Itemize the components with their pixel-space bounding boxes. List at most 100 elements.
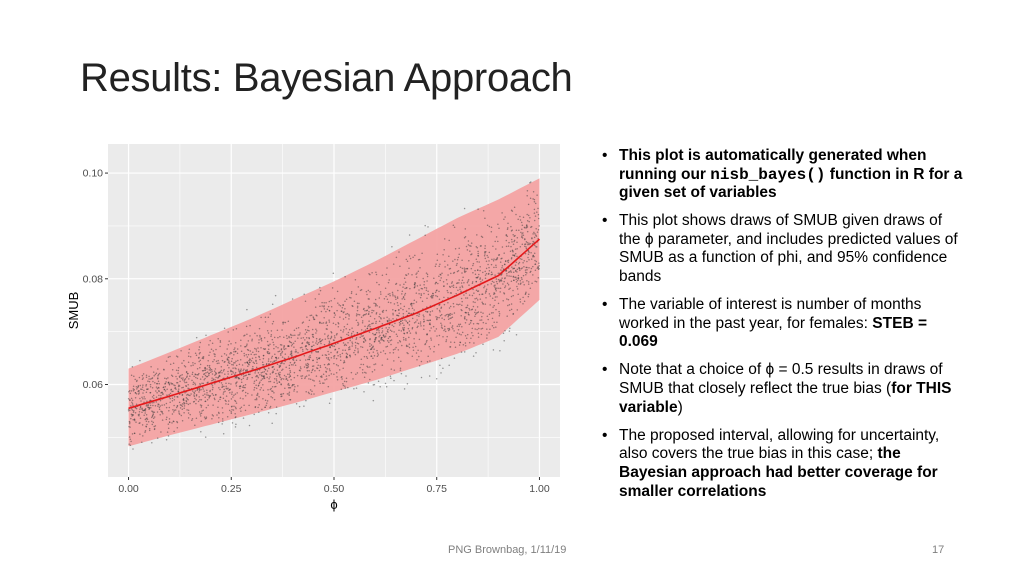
- data-point: [193, 395, 196, 397]
- data-point: [271, 303, 274, 306]
- data-point: [434, 330, 436, 332]
- data-point: [330, 331, 333, 334]
- data-point: [521, 267, 523, 269]
- data-point: [502, 283, 504, 285]
- data-point: [485, 260, 488, 263]
- data-point: [516, 236, 519, 239]
- data-point: [363, 390, 365, 393]
- data-point: [181, 420, 184, 422]
- data-point: [402, 327, 404, 329]
- data-point: [386, 316, 388, 318]
- data-point: [418, 289, 420, 291]
- data-point: [239, 358, 242, 361]
- data-point: [403, 324, 405, 326]
- data-point: [234, 367, 236, 369]
- data-point: [167, 423, 170, 425]
- data-point: [218, 362, 220, 364]
- data-point: [168, 382, 171, 385]
- data-point: [208, 369, 211, 371]
- data-point: [387, 301, 390, 303]
- data-point: [439, 364, 441, 367]
- data-point: [139, 359, 141, 362]
- data-point: [372, 345, 374, 348]
- data-point: [366, 349, 369, 351]
- data-point: [271, 338, 274, 341]
- data-point: [535, 235, 538, 237]
- data-point: [211, 377, 213, 379]
- data-point: [333, 354, 336, 357]
- data-point: [235, 407, 237, 410]
- data-point: [495, 290, 497, 292]
- data-point: [409, 332, 412, 334]
- data-point: [261, 375, 263, 377]
- data-point: [312, 335, 314, 338]
- data-point: [477, 332, 480, 334]
- data-point: [392, 325, 395, 328]
- data-point: [211, 393, 214, 395]
- data-point: [461, 326, 463, 328]
- page-number: 17: [932, 544, 945, 556]
- data-point: [295, 349, 297, 351]
- data-point: [385, 295, 387, 298]
- data-point: [408, 307, 410, 310]
- data-point: [191, 371, 194, 374]
- data-point: [293, 371, 296, 374]
- data-point: [252, 365, 254, 368]
- data-point: [246, 378, 248, 381]
- data-point: [226, 358, 229, 360]
- data-point: [282, 378, 285, 380]
- data-point: [334, 343, 337, 345]
- data-point: [251, 368, 253, 370]
- data-point: [462, 276, 464, 278]
- data-point: [336, 376, 338, 378]
- data-point: [173, 384, 175, 386]
- data-point: [470, 245, 472, 247]
- data-point: [398, 321, 401, 324]
- data-point: [433, 345, 436, 348]
- data-point: [499, 261, 502, 263]
- data-point: [294, 364, 297, 367]
- data-point: [285, 378, 287, 380]
- data-point: [350, 371, 353, 374]
- data-point: [487, 273, 490, 275]
- data-point: [463, 281, 465, 284]
- data-point: [209, 339, 211, 342]
- data-point: [501, 277, 503, 279]
- data-point: [403, 339, 405, 341]
- data-point: [258, 403, 260, 406]
- data-point: [279, 352, 282, 355]
- data-point: [363, 376, 366, 379]
- data-point: [157, 386, 160, 389]
- data-point: [315, 357, 318, 359]
- data-point: [374, 363, 377, 365]
- data-point: [165, 377, 168, 380]
- data-point: [214, 374, 216, 376]
- data-point: [314, 298, 317, 300]
- data-point: [240, 368, 242, 370]
- data-point: [338, 304, 340, 306]
- data-point: [254, 347, 256, 350]
- data-point: [520, 268, 522, 270]
- data-point: [526, 230, 529, 233]
- data-point: [202, 409, 204, 412]
- data-point: [272, 365, 275, 368]
- data-point: [198, 360, 200, 363]
- data-point: [476, 269, 479, 272]
- data-point: [369, 325, 371, 328]
- data-point: [333, 316, 335, 319]
- data-point: [203, 379, 205, 381]
- data-point: [277, 372, 280, 375]
- data-point: [507, 227, 509, 229]
- data-point: [452, 302, 455, 305]
- data-point: [355, 387, 358, 389]
- data-point: [321, 301, 323, 304]
- data-point: [267, 360, 270, 362]
- data-point: [222, 370, 225, 372]
- data-point: [367, 298, 370, 300]
- data-point: [379, 386, 381, 388]
- data-point: [227, 331, 229, 333]
- data-point: [264, 399, 267, 401]
- data-point: [165, 418, 168, 421]
- data-point: [448, 285, 451, 288]
- data-point: [245, 354, 248, 356]
